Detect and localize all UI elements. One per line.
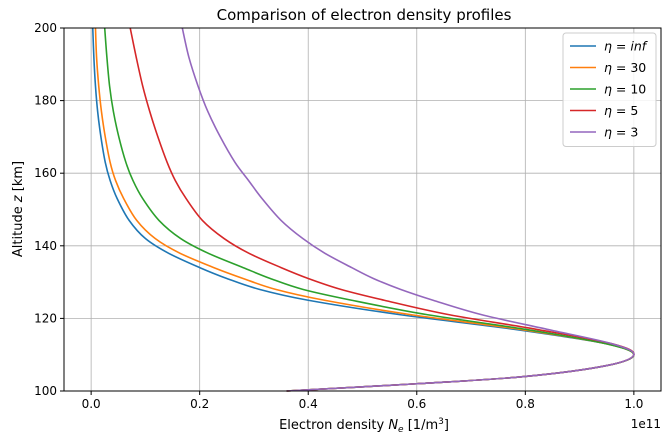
legend-entry: η = 5 — [604, 103, 638, 118]
x-axis: 0.0 0.2 0.4 0.6 0.8 1.0 — [82, 391, 643, 411]
x-tick-label: 0.0 — [82, 397, 101, 411]
y-axis: 100 120 140 160 180 200 — [34, 21, 64, 398]
plot-frame — [63, 27, 662, 392]
y-tick-label: 200 — [34, 21, 57, 35]
x-offset-label: 1e11 — [631, 417, 661, 431]
y-tick-label: 160 — [34, 166, 57, 180]
legend-entry: η = 30 — [604, 60, 646, 75]
x-tick-label: 0.8 — [516, 397, 535, 411]
x-tick-label: 1.0 — [624, 397, 643, 411]
y-axis-label: Altitude z [km] — [11, 161, 26, 257]
x-axis-label: Electron density Ne [1/m3] — [279, 417, 449, 433]
series-line-5 — [181, 27, 635, 392]
y-tick-label: 180 — [34, 94, 57, 108]
x-tick-label: 0.2 — [190, 397, 209, 411]
y-tick-label: 100 — [34, 384, 57, 398]
x-tick-label: 0.4 — [299, 397, 318, 411]
legend-entry: η = inf — [604, 39, 648, 54]
legend-frame — [562, 32, 657, 147]
x-tick-label: 0.6 — [407, 397, 426, 411]
y-tick-label: 140 — [34, 239, 57, 253]
series-layer — [91, 27, 635, 392]
y-tick-label: 120 — [34, 311, 57, 325]
legend: η = inf η = 30 η = 10 η = 5 η = 3 — [562, 32, 657, 147]
legend-entry: η = 3 — [604, 125, 638, 140]
legend-entry: η = 10 — [604, 82, 646, 97]
chart-title: Comparison of electron density profiles — [217, 6, 512, 24]
